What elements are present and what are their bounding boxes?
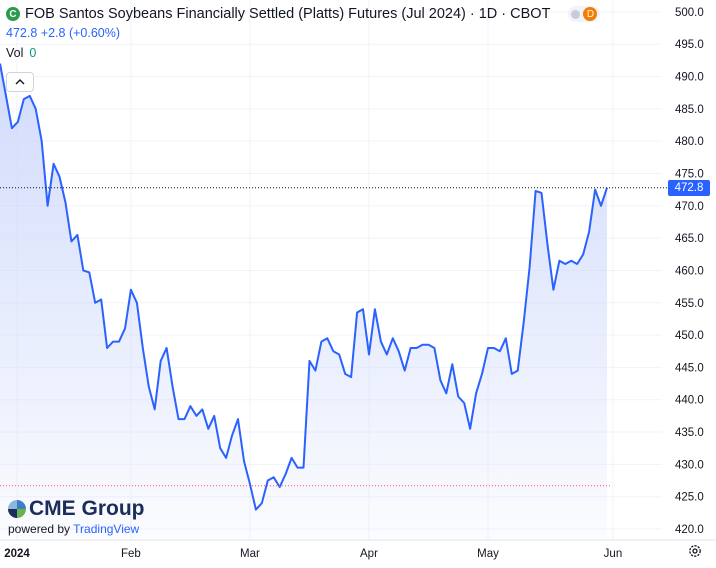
x-tick-label: Mar xyxy=(240,548,260,560)
y-tick-label: 435.0 xyxy=(675,427,704,439)
price-change: +2.8 xyxy=(40,26,66,40)
powered-brand[interactable]: TradingView xyxy=(73,522,140,536)
last-price-tag: 472.8 xyxy=(668,179,710,196)
y-axis: 500.0 495.0 490.0 485.0 480.0 475.0 470.0 465.0… xyxy=(675,7,704,536)
chart-header: C FOB Santos Soybeans Financially Settle… xyxy=(6,6,601,60)
y-tick-label: 460.0 xyxy=(675,265,704,277)
y-tick-label: 425.0 xyxy=(675,492,704,504)
brand-name: CME Group xyxy=(29,497,145,520)
y-tick-label: 420.0 xyxy=(675,524,704,536)
powered-prefix: powered by xyxy=(8,522,71,536)
x-tick-label: Apr xyxy=(360,548,378,560)
branding[interactable]: CME Group powered by TradingView xyxy=(8,497,145,536)
y-tick-label: 445.0 xyxy=(675,362,704,374)
price-line xyxy=(0,63,608,511)
price-area xyxy=(0,63,607,540)
volume-readout: Vol 0 xyxy=(6,46,600,60)
delayed-badge: D xyxy=(583,7,598,21)
x-tick-label: Jun xyxy=(604,548,623,560)
status-pill[interactable]: D xyxy=(568,6,601,22)
last-price: 472.8 xyxy=(6,26,38,40)
y-tick-label: 455.0 xyxy=(675,298,704,310)
cme-globe-icon xyxy=(8,500,26,518)
y-tick-label: 440.0 xyxy=(675,395,704,407)
gear-icon xyxy=(689,545,701,557)
powered-by: powered by TradingView xyxy=(8,522,145,536)
price-readout: 472.8 +2.8 (+0.60%) xyxy=(6,26,600,40)
volume-label: Vol xyxy=(6,46,24,60)
x-tick-label: May xyxy=(477,548,499,560)
y-tick-label: 480.0 xyxy=(675,136,704,148)
y-tick-label: 485.0 xyxy=(675,104,704,116)
symbol-title[interactable]: FOB Santos Soybeans Financially Settled … xyxy=(25,6,551,22)
y-tick-label: 450.0 xyxy=(675,330,704,342)
x-tick-label: Feb xyxy=(121,548,141,560)
collapse-legend-button[interactable] xyxy=(6,72,34,92)
settings-button[interactable] xyxy=(688,544,702,558)
exchange-logo-icon: C xyxy=(6,7,20,21)
y-tick-label: 475.0 xyxy=(675,168,704,180)
y-tick-label: 490.0 xyxy=(675,72,704,84)
y-tick-label: 495.0 xyxy=(675,39,704,51)
y-tick-label: 500.0 xyxy=(675,7,704,19)
y-tick-label: 465.0 xyxy=(675,233,704,245)
x-axis: 2024 Feb Mar Apr May Jun xyxy=(0,539,716,560)
chevron-up-icon xyxy=(15,79,25,85)
y-tick-label: 470.0 xyxy=(675,201,704,213)
price-change-pct: (+0.60%) xyxy=(68,26,121,40)
volume-value: 0 xyxy=(29,46,37,60)
market-status-icon xyxy=(571,9,581,19)
x-tick-label: 2024 xyxy=(4,548,30,560)
y-tick-label: 430.0 xyxy=(675,459,704,471)
